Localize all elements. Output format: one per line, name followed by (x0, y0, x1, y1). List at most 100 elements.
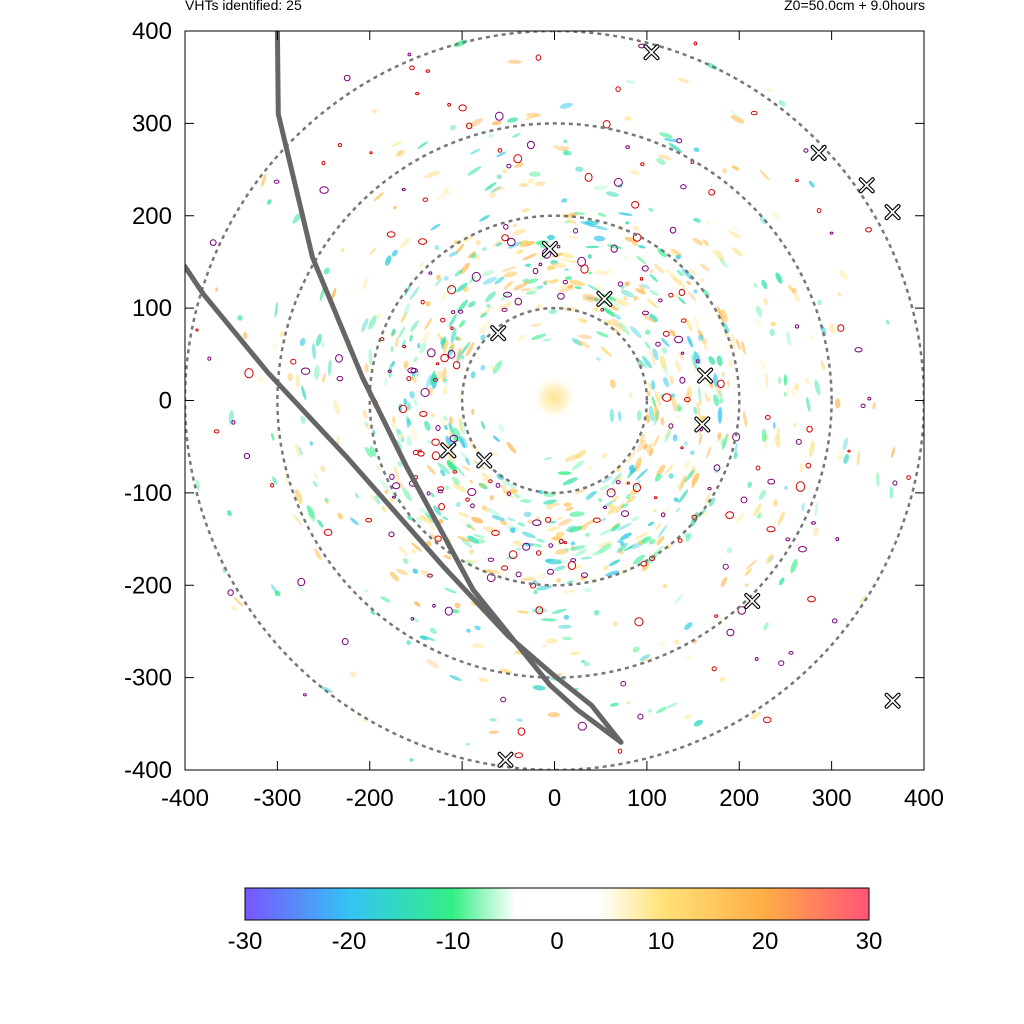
vorticity-cell (773, 499, 778, 507)
vorticity-cell (593, 235, 606, 242)
vorticity-contour (634, 617, 644, 627)
vorticity-cell (684, 654, 694, 660)
vorticity-contour (535, 54, 542, 61)
vorticity-contour (508, 550, 518, 560)
vorticity-cell (596, 357, 601, 361)
vorticity-cell (484, 182, 497, 191)
vorticity-cell (368, 348, 373, 366)
vorticity-cell (481, 472, 490, 479)
vorticity-cell (448, 416, 454, 425)
vorticity-cell (301, 385, 307, 401)
vht-marker (643, 44, 660, 61)
vorticity-contour (213, 429, 220, 434)
vorticity-contour (642, 310, 649, 316)
vorticity-cell (519, 241, 534, 248)
vorticity-cell (362, 409, 368, 419)
vorticity-cell (649, 313, 658, 323)
vorticity-contour (541, 248, 552, 259)
vorticity-cell (647, 708, 653, 713)
vorticity-contour (471, 271, 481, 282)
vorticity-cell (469, 480, 473, 484)
vorticity-cell (364, 446, 373, 458)
vorticity-contour (661, 512, 666, 518)
vorticity-cell (550, 502, 561, 507)
vorticity-cell (439, 416, 446, 428)
vorticity-contour (740, 496, 748, 504)
vorticity-cell (674, 639, 680, 645)
vorticity-contour (506, 163, 512, 169)
vorticity-cell (632, 646, 640, 653)
vorticity-cell (598, 543, 612, 554)
vht-marker (497, 751, 514, 768)
vorticity-cell (395, 478, 406, 490)
vorticity-contour (425, 69, 430, 73)
vorticity-cell (383, 377, 388, 386)
vorticity-cell (750, 711, 761, 720)
vorticity-cell (516, 610, 530, 614)
vorticity-cell (664, 428, 672, 443)
vorticity-cell (698, 386, 701, 402)
vorticity-cell (396, 568, 408, 576)
vorticity-cell (733, 452, 739, 460)
vorticity-cell (671, 248, 683, 256)
vorticity-contour (323, 528, 333, 537)
vorticity-cell (416, 370, 420, 378)
vorticity-cell (632, 240, 638, 247)
vorticity-cell (574, 548, 588, 557)
vorticity-cell (482, 276, 498, 285)
vorticity-cell (558, 518, 572, 526)
vorticity-cell (512, 540, 525, 547)
vorticity-cell (458, 416, 463, 433)
vorticity-cell (724, 332, 729, 338)
vorticity-cell (227, 510, 232, 517)
vorticity-contour (501, 234, 509, 242)
vorticity-cell (532, 685, 546, 691)
vorticity-cell (480, 420, 486, 430)
range-ring (368, 214, 741, 587)
vorticity-cell (322, 373, 326, 383)
vorticity-cell (753, 503, 762, 517)
vorticity-cell (730, 115, 745, 124)
vorticity-cell (620, 285, 625, 290)
vorticity-cell (294, 442, 301, 458)
vorticity-contour (713, 464, 721, 472)
vorticity-cell (675, 254, 681, 260)
x-tick-label: 0 (548, 785, 561, 812)
vorticity-cell (465, 742, 471, 746)
vorticity-cell (465, 341, 475, 357)
vorticity-cell (656, 535, 665, 546)
vorticity-contour (680, 318, 687, 323)
colorbar-scale (244, 887, 870, 921)
vorticity-contour (432, 603, 436, 608)
vorticity-contour (708, 189, 716, 196)
vorticity-contour (506, 491, 512, 497)
vorticity-cell (455, 336, 459, 341)
vorticity-cell (647, 521, 655, 527)
vorticity-cell (556, 145, 570, 151)
vorticity-cell (447, 453, 455, 464)
vorticity-cell (537, 573, 547, 579)
vorticity-contour (406, 376, 412, 382)
vorticity-cell (411, 548, 416, 554)
vorticity-cell (279, 330, 285, 337)
vorticity-contour (431, 438, 440, 446)
vorticity-cell (349, 671, 357, 678)
vorticity-field (195, 39, 911, 762)
vorticity-cell (582, 293, 596, 300)
vorticity-cell (300, 415, 306, 424)
vorticity-cell (677, 296, 686, 305)
vorticity-cell (787, 284, 796, 295)
vorticity-cell (713, 373, 718, 387)
vorticity-cell (578, 334, 592, 339)
vorticity-cell (272, 476, 278, 485)
vorticity-cell (756, 513, 762, 519)
vorticity-cell (625, 221, 630, 225)
vorticity-cell (455, 465, 465, 477)
vorticity-cell (683, 714, 693, 720)
vorticity-cell (390, 345, 394, 353)
vorticity-cell (436, 274, 441, 280)
vorticity-cell (653, 404, 660, 422)
vorticity-cell (552, 536, 561, 541)
vorticity-cell (293, 514, 302, 526)
vorticity-contour (243, 452, 251, 460)
